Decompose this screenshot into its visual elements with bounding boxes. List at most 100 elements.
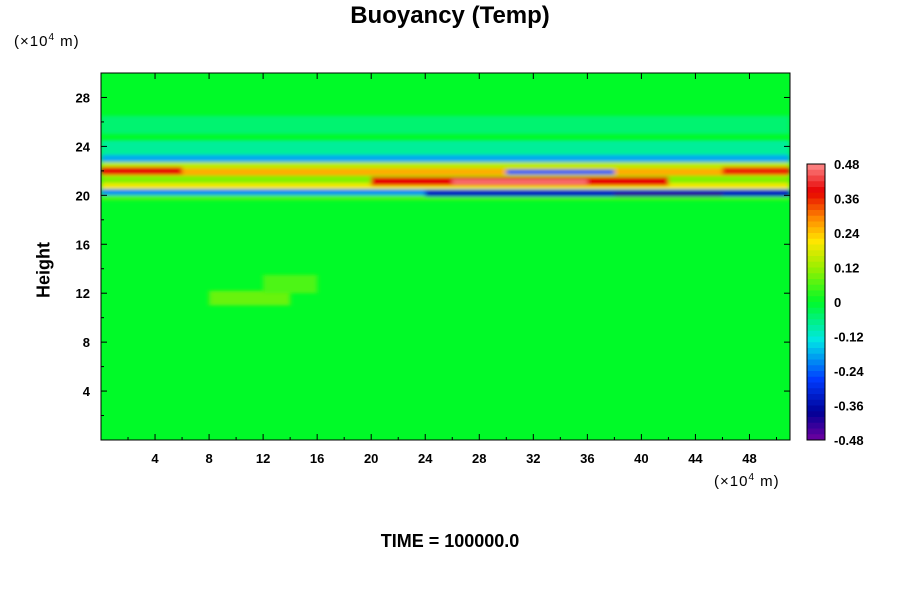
plot-frame <box>100 72 791 441</box>
y-tick-label: 12 <box>76 286 90 301</box>
colorbar-segment <box>807 376 825 383</box>
colorbar-frame <box>806 163 826 441</box>
x-tick-label: 20 <box>364 451 378 466</box>
colorbar-segment <box>807 422 825 429</box>
y-axis: 4 8 12 16 20 24 28 <box>76 90 790 417</box>
colorbar-segment <box>807 411 825 418</box>
colorbar-segment <box>807 187 825 194</box>
x-axis: 4 8 12 16 20 24 28 32 36 40 44 48 <box>127 73 777 466</box>
colorbar-tick-label: 0.24 <box>834 226 860 241</box>
colorbar-segment <box>807 204 825 211</box>
x-tick-label: 40 <box>634 451 648 466</box>
plot-area <box>101 73 790 440</box>
colorbar-segment <box>807 192 825 199</box>
y-tick-label: 24 <box>76 139 91 154</box>
colorbar-segment <box>807 267 825 274</box>
colorbar-segment <box>807 238 825 245</box>
colorbar-segment <box>807 348 825 355</box>
y-tick-label: 28 <box>76 90 90 105</box>
colorbar-segment <box>807 296 825 303</box>
colorbar-segment <box>807 164 825 171</box>
colorbar-segment <box>807 290 825 297</box>
colorbar-segment <box>807 330 825 337</box>
y-tick-label: 4 <box>83 384 91 399</box>
heatmap-band <box>101 183 790 190</box>
x-unit-exponent: 4 <box>748 472 756 483</box>
x-tick-label: 36 <box>580 451 594 466</box>
colorbar-segment <box>807 365 825 372</box>
colorbar-segment <box>807 279 825 286</box>
y-axis-unit: (×104 m) <box>14 32 80 50</box>
x-tick-label: 44 <box>688 451 703 466</box>
colorbar-segment <box>807 319 825 326</box>
colorbar-segment <box>807 181 825 188</box>
colorbar-segment <box>807 342 825 349</box>
heatmap-band <box>506 169 615 175</box>
x-tick-label: 4 <box>151 451 159 466</box>
heatmap-band <box>209 290 291 306</box>
heatmap-band <box>614 191 723 197</box>
colorbar-segment <box>807 428 825 435</box>
y-unit-base: (×10 <box>14 33 49 50</box>
x-tick-label: 24 <box>418 451 433 466</box>
heatmap-band <box>101 195 790 201</box>
colorbar-segment <box>807 382 825 389</box>
x-tick-label: 16 <box>310 451 324 466</box>
heatmap-band <box>101 168 790 176</box>
colorbar-segment <box>807 434 825 441</box>
heatmap-band <box>101 140 790 155</box>
colorbar-segment <box>807 210 825 217</box>
heatmap-band <box>101 167 183 175</box>
colorbar-tick-label: 0.48 <box>834 157 859 172</box>
colorbar-tick-label: -0.48 <box>834 433 864 448</box>
heatmap-band <box>452 179 588 185</box>
colorbar-segment <box>807 175 825 182</box>
colorbar-segment <box>807 371 825 378</box>
colorbar-segment <box>807 221 825 228</box>
colorbar-segment <box>807 388 825 395</box>
colorbar-segment <box>807 273 825 280</box>
heatmap-band <box>101 115 790 135</box>
heatmap-band <box>263 274 318 294</box>
heatmap-field <box>101 115 790 306</box>
colorbar-segment <box>807 353 825 360</box>
colorbar-segment <box>807 284 825 291</box>
y-tick-label: 8 <box>83 335 90 350</box>
colorbar-segment <box>807 313 825 320</box>
colorbar-tick-label: 0.36 <box>834 192 859 207</box>
colorbar-segment <box>807 399 825 406</box>
heatmap-band <box>722 167 790 175</box>
x-unit-base: (×10 <box>714 473 749 490</box>
y-unit-exponent: 4 <box>48 32 56 43</box>
chart-title: Buoyancy (Temp) <box>350 2 550 29</box>
colorbar-segment <box>807 233 825 240</box>
colorbar-segment <box>807 261 825 268</box>
y-tick-label: 16 <box>76 237 90 252</box>
colorbar-segment <box>807 215 825 222</box>
colorbar-segment <box>807 256 825 263</box>
colorbar-segment <box>807 394 825 401</box>
colorbar-tick-label: 0 <box>834 295 841 310</box>
x-tick-label: 28 <box>472 451 486 466</box>
y-tick-label: 20 <box>76 188 90 203</box>
x-tick-label: 32 <box>526 451 540 466</box>
colorbar-segment <box>807 359 825 366</box>
colorbar-tick-label: -0.12 <box>834 330 864 345</box>
colorbar-segment <box>807 336 825 343</box>
colorbar-tick-label: -0.24 <box>834 364 864 379</box>
colorbar-tick-label: 0.12 <box>834 261 859 276</box>
colorbar-segment <box>807 169 825 176</box>
x-axis-unit: (×104 m) <box>714 472 780 490</box>
x-tick-label: 8 <box>205 451 212 466</box>
heatmap-band <box>101 154 790 163</box>
colorbar: 0.48 0.36 0.24 0.12 0 -0.12 -0.24 -0.36 -0.48 <box>806 157 864 448</box>
x-tick-label: 48 <box>742 451 756 466</box>
colorbar-tick-label: -0.36 <box>834 399 864 414</box>
colorbar-segment <box>807 198 825 205</box>
colorbar-segment <box>807 302 825 309</box>
colorbar-segment <box>807 250 825 257</box>
heatmap-band <box>101 162 790 169</box>
time-label: TIME = 100000.0 <box>380 531 520 551</box>
heatmap-band <box>425 190 790 197</box>
